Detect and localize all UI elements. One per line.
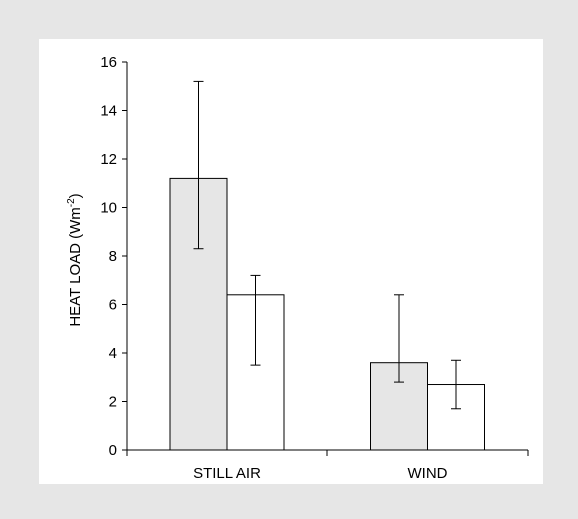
y-tick-label: 14 <box>100 103 117 120</box>
y-tick-label: 4 <box>109 345 117 362</box>
labels: 0 2 4 6 8 10 12 14 16 STILL AIR WIND <box>100 54 447 482</box>
y-tick-label: 10 <box>100 200 117 217</box>
y-tick-label: 12 <box>100 151 117 168</box>
y-tick-label: 16 <box>100 54 117 71</box>
y-axis-title-superscript: -2 <box>66 198 77 207</box>
x-category-label: STILL AIR <box>193 465 261 482</box>
error-bars <box>193 80 461 410</box>
y-axis-title: HEAT LOAD (Wm-2) <box>66 193 84 326</box>
y-tick-label: 2 <box>109 394 117 411</box>
y-tick-label: 6 <box>109 297 117 314</box>
y-axis-title-close: ) <box>67 193 84 198</box>
x-category-label: WIND <box>408 465 448 482</box>
y-tick-label: 8 <box>109 248 117 265</box>
y-axis-title-main: HEAT LOAD (Wm <box>67 207 84 326</box>
y-tick-label: 0 <box>109 442 117 459</box>
bars <box>169 177 485 451</box>
